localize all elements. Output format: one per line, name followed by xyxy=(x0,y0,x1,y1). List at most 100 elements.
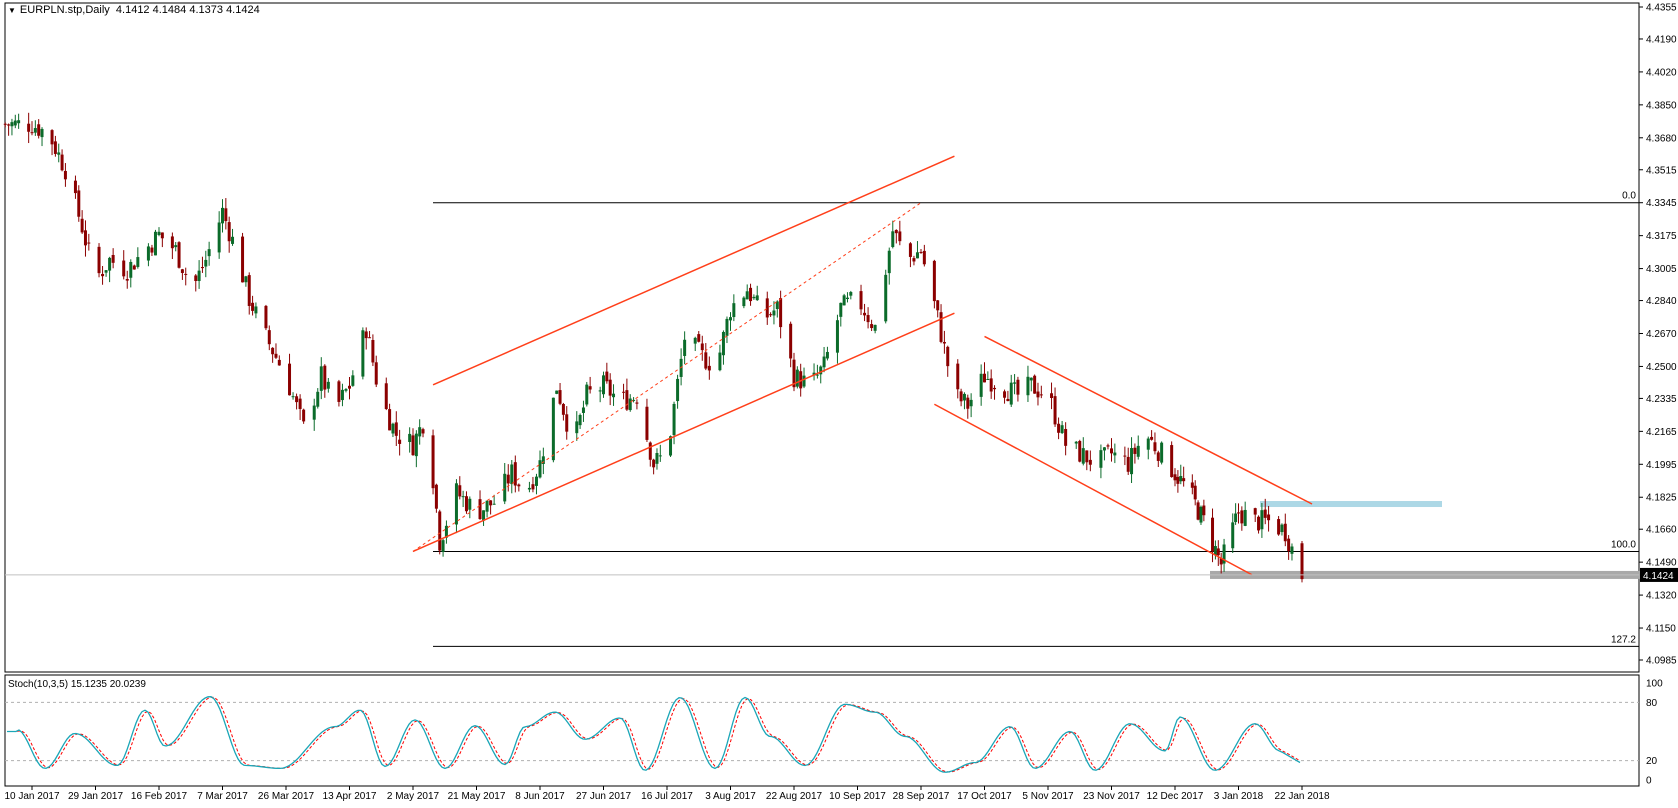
bear-candle xyxy=(200,267,204,269)
bear-candle xyxy=(942,341,946,344)
bear-candle xyxy=(97,246,101,274)
bear-candle xyxy=(608,379,612,396)
bear-candle xyxy=(421,429,425,434)
bull-candle xyxy=(482,510,486,521)
time-axis-label: 26 Mar 2017 xyxy=(258,791,315,802)
time-axis-label: 17 Oct 2017 xyxy=(957,791,1012,802)
bear-candle xyxy=(799,371,803,389)
bull-candle xyxy=(136,257,140,267)
bear-candle xyxy=(939,312,943,342)
bear-candle xyxy=(277,359,281,366)
time-axis-label: 3 Aug 2017 xyxy=(705,791,756,802)
bull-candle xyxy=(551,397,555,461)
bear-candle xyxy=(3,123,7,125)
fib-level-label: 127.2 xyxy=(1611,634,1636,645)
price-tick-label: 4.1490 xyxy=(1646,558,1677,569)
bull-candle xyxy=(819,366,823,375)
bull-candle xyxy=(326,381,330,389)
stoch-level-label: 100 xyxy=(1646,679,1663,690)
bull-candle xyxy=(683,339,687,356)
bear-candle xyxy=(989,378,993,392)
bull-candle xyxy=(1074,441,1078,444)
bear-candle xyxy=(1193,485,1197,500)
price-tick-label: 4.2165 xyxy=(1646,427,1677,438)
bear-candle xyxy=(478,499,482,520)
time-axis-label: 29 Jan 2017 xyxy=(68,791,123,802)
bear-candle xyxy=(946,346,950,367)
indicator-label: Stoch(10,3,5) 15.1235 20.0239 xyxy=(8,679,146,690)
bear-candle xyxy=(1150,436,1154,440)
bear-candle xyxy=(700,343,704,351)
bull-candle xyxy=(669,436,673,456)
bear-candle xyxy=(77,190,81,217)
bear-candle xyxy=(1257,516,1261,531)
bear-candle xyxy=(912,258,916,262)
bull-candle xyxy=(979,373,983,397)
bear-candle xyxy=(956,363,960,390)
bear-candle xyxy=(635,402,639,404)
bull-candle xyxy=(40,128,44,138)
bull-candle xyxy=(204,259,208,267)
bull-candle xyxy=(244,276,248,283)
symbol-label: EURPLN.stp,Daily xyxy=(19,4,110,16)
time-axis-label: 16 Jul 2017 xyxy=(641,791,693,802)
bull-candle xyxy=(873,324,877,331)
bear-candle xyxy=(898,231,902,242)
bull-candle xyxy=(555,390,559,394)
bear-candle xyxy=(1126,456,1130,472)
price-tick-label: 4.1825 xyxy=(1646,493,1677,504)
price-tick-label: 4.2670 xyxy=(1646,329,1677,340)
bull-candle xyxy=(418,427,422,437)
bear-candle xyxy=(63,170,67,180)
time-axis-label: 16 Feb 2017 xyxy=(131,791,188,802)
bear-candle xyxy=(1110,448,1113,454)
bull-candle xyxy=(1009,382,1013,405)
price-tick-label: 4.3515 xyxy=(1646,165,1677,176)
bear-candle xyxy=(966,397,970,409)
time-axis-label: 21 May 2017 xyxy=(448,791,506,802)
bull-candle xyxy=(538,460,542,478)
bear-candle xyxy=(561,403,565,415)
bear-candle xyxy=(30,132,34,134)
bull-candle xyxy=(612,393,616,398)
bull-candle xyxy=(13,120,17,126)
bull-candle xyxy=(527,487,531,490)
time-axis-label: 8 Jun 2017 xyxy=(515,791,565,802)
price-tick-label: 4.4355 xyxy=(1646,3,1677,14)
bear-candle xyxy=(298,398,302,409)
bear-candle xyxy=(80,218,84,233)
bull-candle xyxy=(197,270,201,282)
price-tick-label: 4.3850 xyxy=(1646,100,1677,111)
bear-candle xyxy=(398,439,402,444)
bull-candle xyxy=(752,296,756,299)
bull-candle xyxy=(291,396,295,398)
bear-candle xyxy=(1085,450,1089,463)
bear-candle xyxy=(792,359,796,388)
bear-candle xyxy=(922,250,926,265)
bear-candle xyxy=(1300,543,1304,580)
bear-candle xyxy=(160,232,164,239)
bull-candle xyxy=(414,433,418,457)
bull-candle xyxy=(1026,376,1030,396)
bull-candle xyxy=(108,257,112,271)
bear-candle xyxy=(464,496,468,512)
bull-candle xyxy=(340,389,344,401)
bull-candle xyxy=(10,122,14,127)
time-axis-label: 12 Dec 2017 xyxy=(1147,791,1204,802)
bull-candle xyxy=(492,503,496,505)
bear-candle xyxy=(1237,512,1240,514)
bear-candle xyxy=(101,273,105,277)
bear-candle xyxy=(384,383,388,409)
bull-candle xyxy=(986,379,990,381)
bear-candle xyxy=(983,373,986,383)
bear-candle xyxy=(697,334,701,342)
dropdown-triangle-icon[interactable]: ▼ xyxy=(8,6,16,15)
bear-candle xyxy=(374,362,378,385)
bull-candle xyxy=(1231,522,1235,549)
bear-candle xyxy=(411,435,415,456)
bear-candle xyxy=(371,339,375,363)
bear-candle xyxy=(271,347,275,355)
time-axis-label: 3 Jan 2018 xyxy=(1214,791,1264,802)
bear-candle xyxy=(648,442,652,460)
